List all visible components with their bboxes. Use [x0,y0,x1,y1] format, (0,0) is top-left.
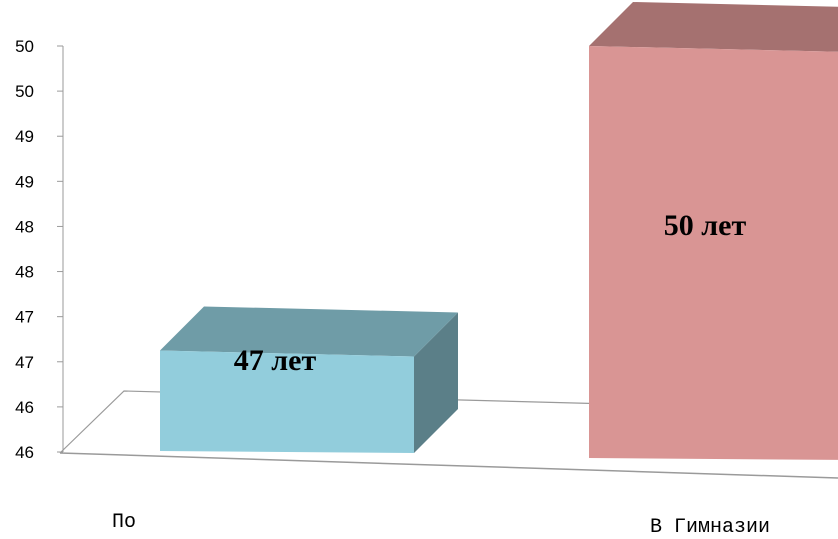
data-label-1: 47 лет [234,344,317,377]
y-tick-label: 48 [15,217,34,236]
bar-top-2 [589,2,838,52]
y-tick-label: 46 [15,443,34,462]
y-axis: 46 46 47 47 48 48 49 49 50 50 [15,37,64,462]
y-tick-label: 48 [15,263,34,282]
y-tick-label: 47 [15,353,34,372]
bar-2 [589,46,838,460]
category-label: По [112,511,136,534]
data-label-2: 50 лет [664,209,747,242]
bars: 47 лет 50 лет [160,2,838,460]
category-label: В Гимназии [650,516,770,539]
y-tick-label: 46 [15,398,34,417]
bar-side-1 [414,312,458,453]
y-tick-label: 49 [15,127,34,146]
y-tick-label: 47 [15,308,34,327]
bar-top-1 [160,306,458,357]
y-tick-label: 50 [15,82,34,101]
y-tick-label: 50 [15,37,34,56]
bar-1 [160,350,414,453]
category-labels: По В Гимназии [112,511,770,539]
floor-front-edge [59,452,838,479]
y-tick-label: 49 [15,172,34,191]
